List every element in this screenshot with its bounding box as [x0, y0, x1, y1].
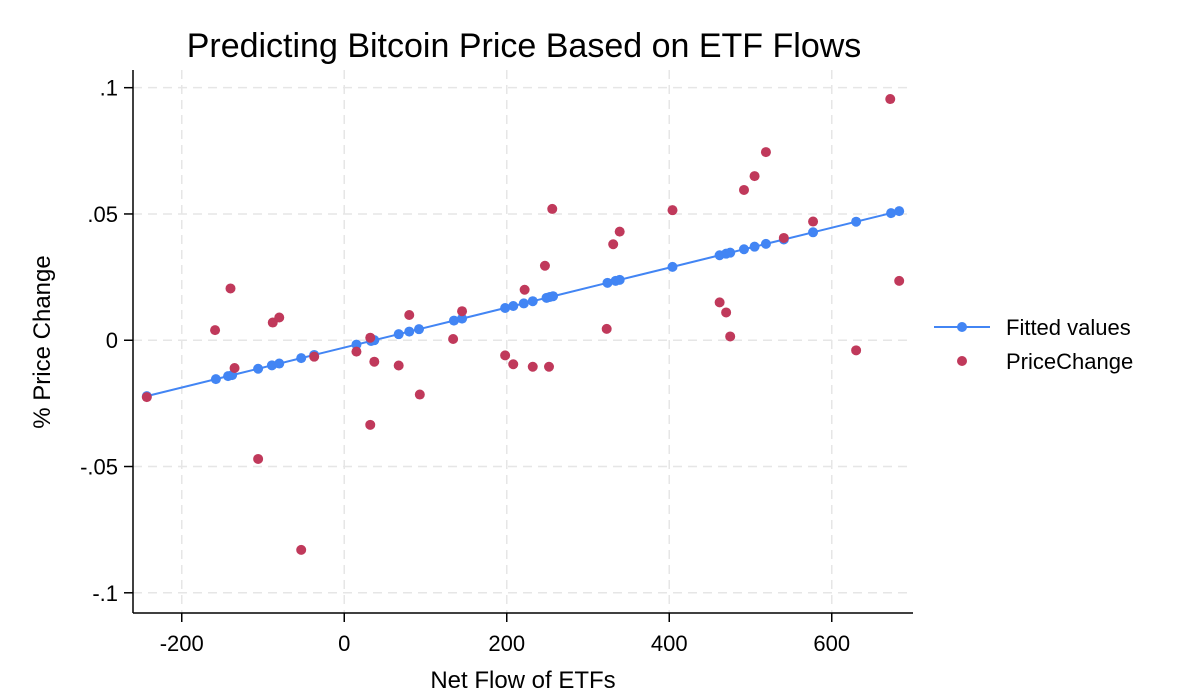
pricechange-point [808, 216, 819, 227]
pricechange-point [141, 392, 152, 403]
pricechange-point [351, 346, 362, 357]
chart-title: Predicting Bitcoin Price Based on ETF Fl… [187, 27, 862, 65]
pricechange-point [614, 226, 625, 237]
pricechange-point [253, 453, 264, 464]
pricechange-point [274, 312, 285, 323]
fitted-point [253, 363, 264, 374]
fitted-point [886, 208, 897, 219]
pricechange-point [739, 184, 749, 195]
pricechange-series [141, 94, 905, 555]
legend-label-pricechange: PriceChange [1006, 349, 1133, 374]
pricechange-point [414, 389, 425, 400]
legend-marker-swatch [957, 356, 967, 366]
pricechange-point [778, 232, 789, 243]
pricechange-point [608, 239, 619, 250]
pricechange-point [225, 283, 236, 294]
x-tick-label: 600 [813, 631, 850, 656]
fitted-point [667, 261, 678, 272]
pricechange-point [500, 350, 511, 361]
legend-label-fitted-values: Fitted values [1006, 315, 1131, 340]
fitted-point [527, 296, 538, 307]
y-tick-label: -.1 [92, 581, 118, 606]
fitted-point [548, 291, 559, 302]
plot-area: -200 0 200 400 600 -.1 -.05 0 .05 .1 [80, 70, 913, 656]
x-tick-label: -200 [160, 631, 204, 656]
pricechange-point [601, 323, 612, 334]
pricechange-point [393, 360, 404, 371]
fitted-point [739, 244, 749, 255]
axes [132, 70, 913, 614]
fitted-point [760, 238, 771, 249]
fitted-point [351, 339, 362, 350]
y-tick-label: .05 [87, 202, 118, 227]
y-tick-label: 0 [106, 328, 118, 353]
fitted-point [457, 313, 468, 324]
fitted-point [518, 298, 529, 309]
fitted-point [274, 358, 285, 369]
fitted-point [296, 353, 307, 364]
fitted-point [725, 247, 736, 258]
pricechange-point [527, 361, 538, 372]
fitted-point [414, 324, 424, 335]
fitted-values-series [141, 206, 905, 402]
pricechange-point [448, 333, 459, 344]
y-ticks: -.1 -.05 0 .05 .1 [80, 76, 133, 606]
pricechange-point [296, 544, 307, 555]
pricechange-point [547, 203, 558, 214]
pricechange-point [885, 94, 896, 105]
pricechange-point [544, 361, 554, 372]
y-tick-label: -.05 [80, 455, 118, 480]
fitted-point [508, 301, 519, 312]
fitted-point [614, 274, 625, 285]
pricechange-point [894, 275, 905, 286]
fitted-point [808, 227, 819, 238]
x-ticks: -200 0 200 400 600 [160, 613, 850, 656]
pricechange-point [519, 284, 530, 295]
x-axis-label: Net Flow of ETFs [430, 667, 615, 694]
fitted-point [393, 329, 404, 340]
fitted-point [894, 206, 905, 217]
legend-item-pricechange: PriceChange [957, 349, 1133, 374]
grid [133, 70, 913, 613]
pricechange-point [365, 332, 376, 343]
fitted-point [851, 216, 862, 227]
pricechange-point [760, 147, 771, 158]
pricechange-point [210, 325, 221, 336]
fitted-point [404, 326, 415, 337]
pricechange-point [404, 309, 415, 320]
pricechange-point [539, 260, 550, 271]
y-tick-label: .1 [100, 76, 118, 101]
pricechange-point [749, 171, 760, 182]
x-tick-label: 400 [651, 631, 688, 656]
legend-marker-swatch [957, 322, 967, 332]
pricechange-point [714, 297, 725, 308]
fitted-point [210, 374, 221, 385]
pricechange-point [365, 419, 376, 430]
fitted-point [500, 303, 511, 314]
pricechange-point [369, 356, 380, 367]
x-tick-label: 0 [338, 631, 350, 656]
legend-item-fitted-values: Fitted values [934, 315, 1131, 340]
y-axis-label: % Price Change [29, 255, 56, 428]
pricechange-point [508, 359, 519, 370]
fitted-point [602, 277, 613, 288]
legend: Fitted values PriceChange [934, 315, 1133, 374]
pricechange-point [667, 205, 678, 216]
fitted-point [749, 241, 760, 252]
fitted-point [448, 315, 459, 326]
pricechange-point [229, 363, 240, 374]
pricechange-point [457, 306, 468, 317]
pricechange-point [309, 351, 320, 362]
pricechange-point [721, 307, 732, 318]
pricechange-point [725, 331, 736, 342]
pricechange-point [851, 345, 862, 356]
x-tick-label: 200 [488, 631, 525, 656]
